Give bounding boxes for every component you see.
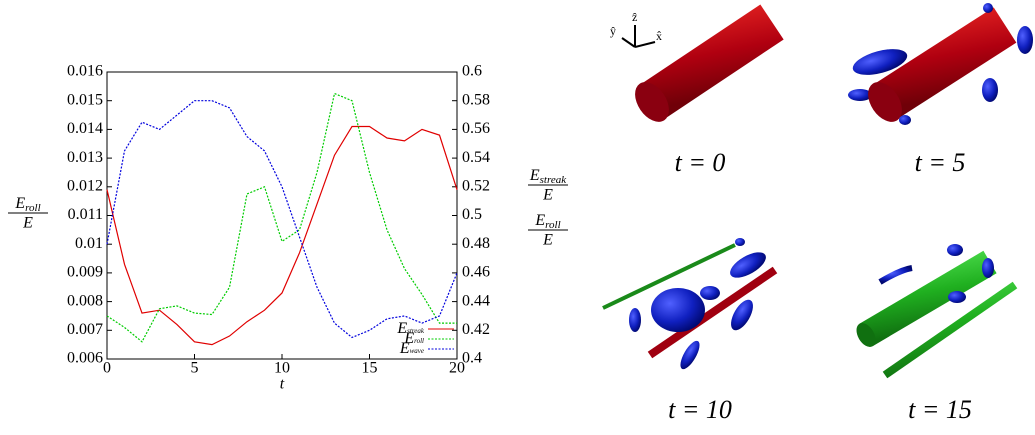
y-axis-label-denominator: E xyxy=(22,215,33,232)
y-tick-label: 0.015 xyxy=(67,91,103,108)
y2-tick-label: 0.6 xyxy=(462,63,482,80)
series-line xyxy=(106,100,458,339)
y2-tick-label: 0.46 xyxy=(462,264,490,281)
legend-base: E xyxy=(399,340,410,357)
x-tick-label: 0 xyxy=(103,360,111,377)
y2-axis-label-sub: streak xyxy=(540,174,568,186)
legend-label: Estreak xyxy=(396,320,425,337)
legend-sub: wave xyxy=(410,347,424,355)
y2-tick-label: 0.42 xyxy=(462,321,490,338)
series-line xyxy=(106,92,457,343)
legend-sub: streak xyxy=(407,327,425,335)
panel-caption: t = 15 xyxy=(908,395,972,424)
y-tick-label: 0.006 xyxy=(67,350,103,367)
y2-tick-label: 0.54 xyxy=(462,149,490,166)
x-tick-label: 20 xyxy=(449,360,465,377)
y2-tick-label: 0.56 xyxy=(462,120,490,137)
y-tick-label: 0.012 xyxy=(67,177,103,194)
y2-tick-label: 0.5 xyxy=(462,206,482,223)
y-tick-label: 0.009 xyxy=(67,264,103,281)
triad-label: ŷ xyxy=(610,24,616,38)
y-axis-label-base: E xyxy=(14,195,25,212)
y-axis-label: Eroll xyxy=(14,195,40,214)
y2-tick-label: 0.4 xyxy=(462,350,482,367)
y-tick-label: 0.016 xyxy=(67,63,103,80)
legend-label: Ewave xyxy=(399,340,424,357)
y-tick-label: 0.007 xyxy=(67,321,103,338)
render-t10 xyxy=(602,238,778,370)
arrow xyxy=(634,41,656,48)
legend-sub: roll xyxy=(414,337,424,345)
y-tick-label: 0.013 xyxy=(67,149,103,166)
y2-axis-label-base: E xyxy=(529,167,540,184)
x-tick-label: 5 xyxy=(191,360,199,377)
y2-axis-label-denominator: E xyxy=(542,187,553,204)
legend-base: E xyxy=(403,330,414,347)
axes-triad xyxy=(621,25,656,48)
y2-axis-label-sub: roll xyxy=(545,219,561,231)
legend-base: E xyxy=(396,320,407,337)
render-t5 xyxy=(848,3,1033,125)
panel-caption: t = 0 xyxy=(675,148,726,177)
triad-label: ẑ xyxy=(632,10,637,24)
x-tick-label: 15 xyxy=(362,360,378,377)
y-tick-label: 0.014 xyxy=(67,120,103,137)
x-tick-label: 10 xyxy=(274,360,290,377)
y2-axis-label: Eroll xyxy=(534,212,560,231)
y2-tick-label: 0.52 xyxy=(462,177,490,194)
y2-axis-label-base: E xyxy=(534,212,545,229)
arrow xyxy=(621,37,636,48)
y-tick-label: 0.008 xyxy=(67,292,103,309)
legend-label: Eroll xyxy=(403,330,424,347)
y2-tick-label: 0.58 xyxy=(462,91,490,108)
plot-frame xyxy=(106,71,458,360)
x-axis-label: t xyxy=(280,376,285,393)
series-line xyxy=(106,125,458,346)
y-tick-label: 0.01 xyxy=(75,235,103,252)
y2-axis-label-denominator: E xyxy=(542,232,553,249)
render-t0 xyxy=(635,4,784,122)
y-tick-label: 0.011 xyxy=(68,206,103,223)
panel-caption: t = 5 xyxy=(915,148,966,177)
panel-caption: t = 10 xyxy=(668,395,732,424)
y2-tick-label: 0.48 xyxy=(462,235,490,252)
triad-label: x̂ xyxy=(656,29,662,43)
y-axis-label-sub: roll xyxy=(25,202,41,214)
y2-axis-label: Estreak xyxy=(529,167,567,186)
y2-tick-label: 0.44 xyxy=(462,292,490,309)
render-t15 xyxy=(856,244,1018,379)
